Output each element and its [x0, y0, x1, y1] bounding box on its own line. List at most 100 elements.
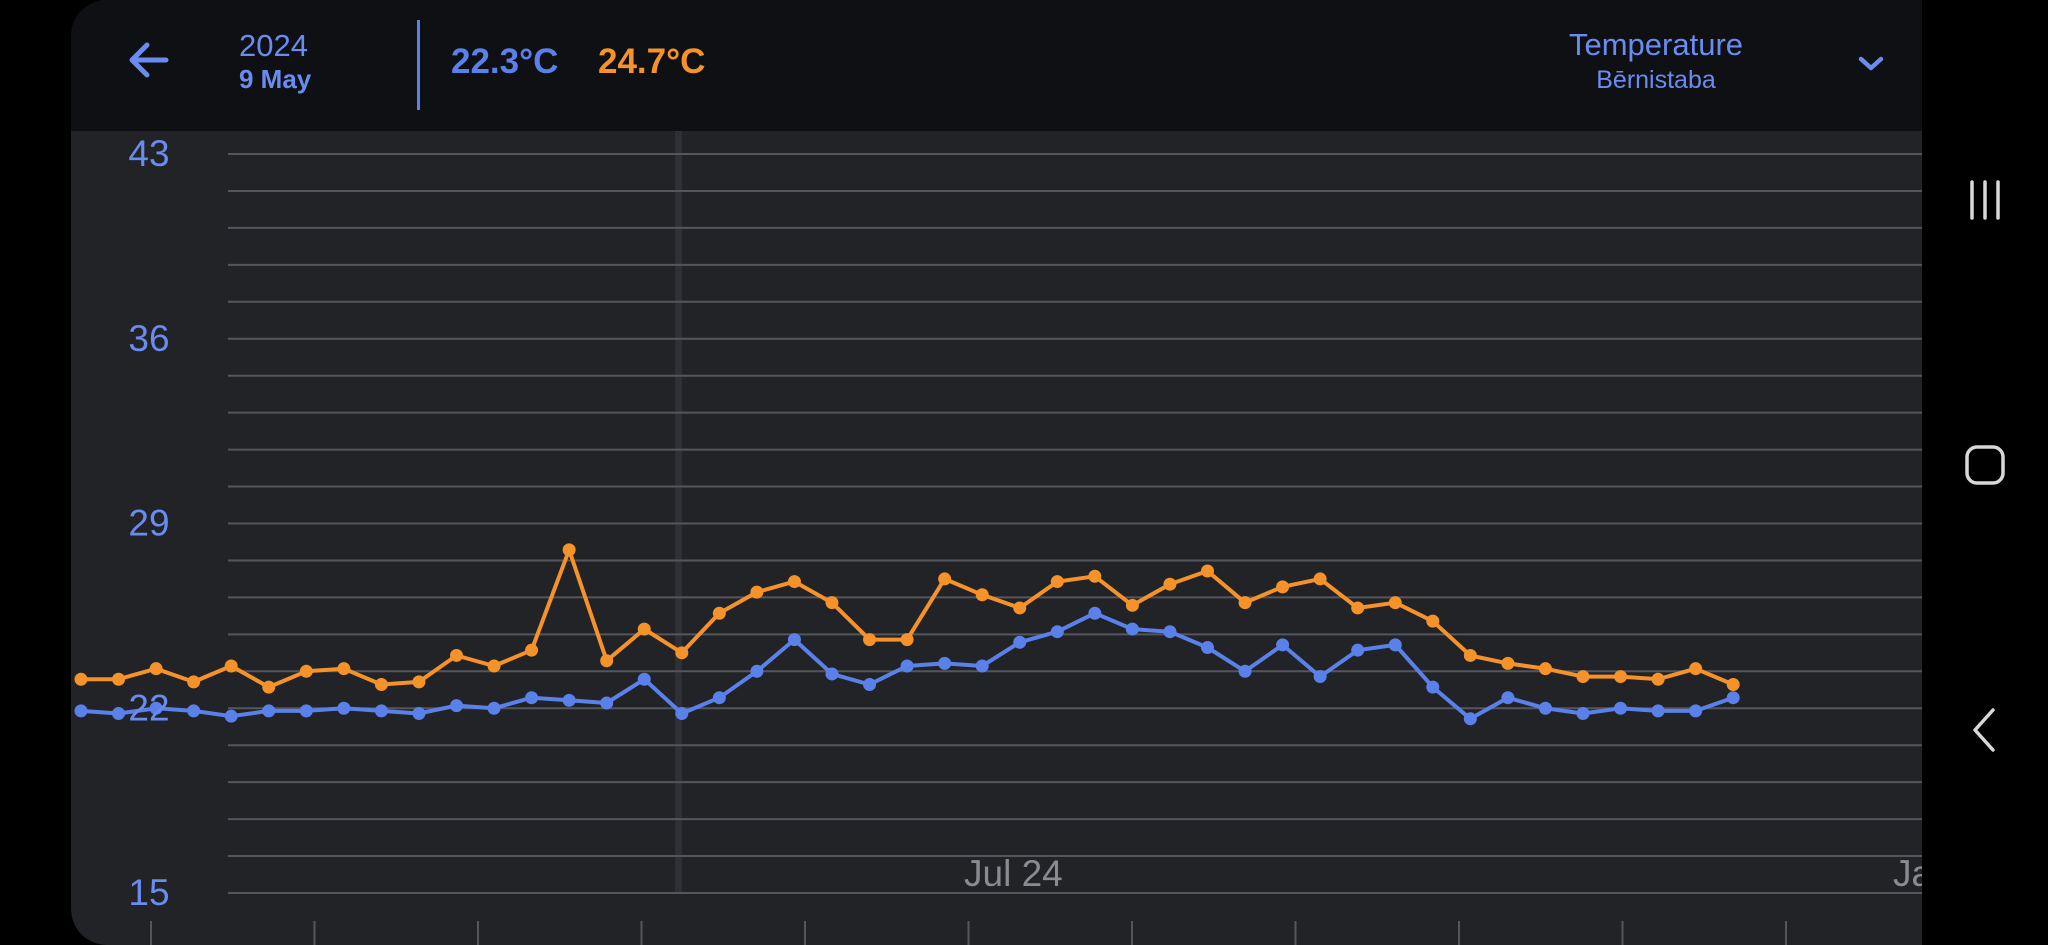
- data-point[interactable]: [787, 575, 801, 589]
- data-point[interactable]: [1463, 648, 1477, 662]
- data-point[interactable]: [1050, 575, 1064, 589]
- data-point[interactable]: [74, 704, 88, 718]
- data-point[interactable]: [1125, 622, 1139, 636]
- data-point[interactable]: [1501, 656, 1515, 670]
- data-point[interactable]: [825, 596, 839, 610]
- data-point[interactable]: [1201, 564, 1214, 578]
- data-point[interactable]: [262, 704, 276, 718]
- data-point[interactable]: [637, 672, 651, 686]
- data-point[interactable]: [1125, 598, 1139, 612]
- data-point[interactable]: [1426, 680, 1440, 694]
- data-point[interactable]: [863, 677, 877, 691]
- data-point[interactable]: [412, 707, 426, 721]
- recent-apps-button[interactable]: [1955, 172, 2015, 232]
- data-point[interactable]: [562, 693, 576, 707]
- data-point[interactable]: [525, 643, 539, 657]
- data-point[interactable]: [262, 680, 276, 694]
- data-point[interactable]: [1276, 638, 1290, 652]
- data-point[interactable]: [1163, 625, 1177, 639]
- data-point[interactable]: [1201, 641, 1214, 655]
- data-point[interactable]: [1538, 701, 1552, 715]
- data-point[interactable]: [149, 662, 163, 676]
- data-point[interactable]: [600, 654, 614, 668]
- data-point[interactable]: [675, 707, 689, 721]
- data-point[interactable]: [224, 659, 238, 673]
- data-point[interactable]: [374, 704, 388, 718]
- data-point[interactable]: [187, 675, 201, 689]
- data-point[interactable]: [299, 704, 313, 718]
- data-point[interactable]: [863, 633, 877, 647]
- data-point[interactable]: [112, 672, 126, 686]
- nav-back-button[interactable]: [1955, 702, 2015, 762]
- data-point[interactable]: [487, 701, 501, 715]
- data-point[interactable]: [1238, 596, 1252, 610]
- data-point[interactable]: [337, 662, 351, 676]
- data-point[interactable]: [712, 606, 726, 620]
- data-point[interactable]: [975, 588, 989, 602]
- data-point[interactable]: [1426, 614, 1440, 628]
- data-point[interactable]: [1238, 664, 1252, 678]
- data-point[interactable]: [712, 691, 726, 705]
- data-point[interactable]: [1351, 643, 1365, 657]
- data-point[interactable]: [112, 707, 126, 721]
- data-point[interactable]: [1163, 577, 1177, 591]
- data-point[interactable]: [1463, 712, 1477, 726]
- home-button[interactable]: [1955, 437, 2015, 497]
- data-point[interactable]: [1501, 691, 1515, 705]
- data-point[interactable]: [1576, 670, 1590, 684]
- data-point[interactable]: [1313, 670, 1327, 684]
- data-point[interactable]: [1088, 606, 1102, 620]
- data-point[interactable]: [224, 709, 238, 723]
- data-point[interactable]: [487, 659, 501, 673]
- data-point[interactable]: [1576, 707, 1590, 721]
- data-point[interactable]: [374, 677, 388, 691]
- data-point[interactable]: [900, 659, 914, 673]
- data-point[interactable]: [975, 659, 989, 673]
- data-point[interactable]: [1614, 670, 1628, 684]
- data-point[interactable]: [825, 667, 839, 681]
- chevron-left-icon: [1963, 707, 2007, 757]
- date-year: 2024: [239, 28, 308, 63]
- temperature-chart[interactable]: 43 36 29 22 15 Jul 24 Ja: [71, 0, 1922, 945]
- data-point[interactable]: [337, 701, 351, 715]
- data-point[interactable]: [1013, 635, 1027, 649]
- data-point[interactable]: [149, 701, 163, 715]
- data-point[interactable]: [299, 664, 313, 678]
- data-point[interactable]: [1388, 596, 1402, 610]
- home-icon: [1963, 443, 2007, 492]
- data-point[interactable]: [525, 691, 539, 705]
- data-point[interactable]: [1351, 601, 1365, 615]
- data-point[interactable]: [1651, 672, 1665, 686]
- data-point[interactable]: [1050, 625, 1064, 639]
- data-point[interactable]: [1689, 704, 1703, 718]
- data-point[interactable]: [412, 675, 426, 689]
- data-point[interactable]: [1726, 691, 1740, 705]
- data-point[interactable]: [1651, 704, 1665, 718]
- data-point[interactable]: [1276, 580, 1290, 594]
- data-point[interactable]: [1313, 572, 1327, 586]
- data-point[interactable]: [1614, 701, 1628, 715]
- data-point[interactable]: [675, 646, 689, 660]
- data-point[interactable]: [450, 648, 463, 662]
- data-point[interactable]: [1726, 677, 1740, 691]
- data-point[interactable]: [74, 672, 88, 686]
- data-point[interactable]: [1689, 662, 1703, 676]
- data-point[interactable]: [750, 585, 764, 599]
- data-point[interactable]: [1013, 601, 1027, 615]
- data-point[interactable]: [562, 543, 576, 557]
- data-point[interactable]: [1388, 638, 1402, 652]
- data-point[interactable]: [637, 622, 651, 636]
- data-point[interactable]: [938, 572, 952, 586]
- data-point[interactable]: [750, 664, 764, 678]
- data-point[interactable]: [787, 633, 801, 647]
- data-point[interactable]: [1538, 662, 1552, 676]
- data-point[interactable]: [600, 696, 614, 710]
- data-point[interactable]: [900, 633, 914, 647]
- data-point[interactable]: [1088, 569, 1102, 583]
- data-point[interactable]: [187, 704, 201, 718]
- dropdown-button[interactable]: [1851, 48, 1891, 84]
- back-button[interactable]: [121, 30, 177, 94]
- sensor-selector[interactable]: Temperature Bērnistaba: [1551, 26, 1761, 96]
- data-point[interactable]: [938, 656, 952, 670]
- data-point[interactable]: [450, 699, 463, 713]
